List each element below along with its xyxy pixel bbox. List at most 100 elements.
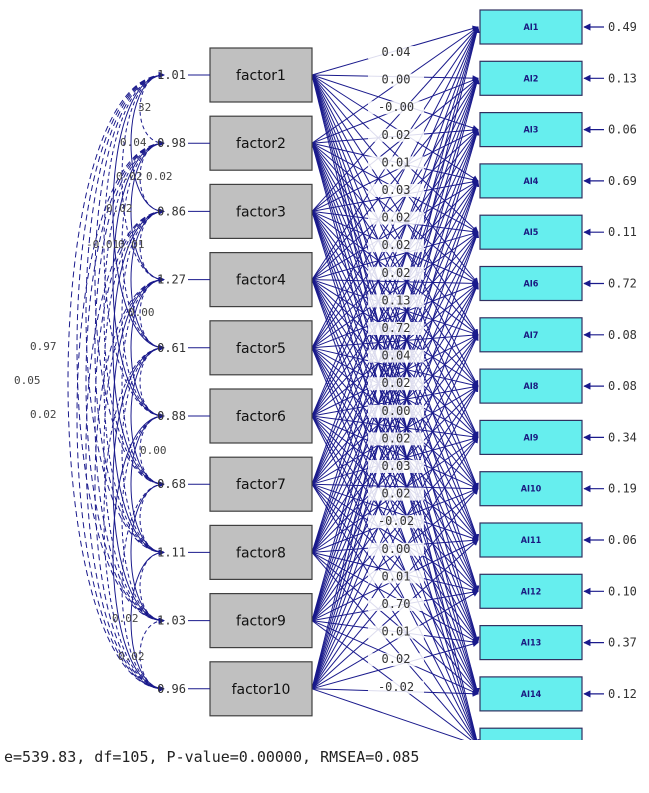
item-label: AI1 [524,23,539,33]
item-box [479,419,583,455]
factor-variance: 1.01 [157,68,186,82]
item-label: AI8 [524,382,539,392]
covariance-curve [121,208,165,419]
covariance-curve [103,140,165,488]
loading-estimate: 0.13 [382,293,411,307]
loading-label-bg [368,460,424,473]
loading-path [311,77,479,280]
loading-path [311,26,479,280]
covariance-curve [103,344,165,692]
factor-variance: 0.96 [157,682,186,696]
covariance-curve [139,481,165,556]
covariance-curve [121,72,165,283]
loading-path [311,231,479,553]
loading-label-bg [368,101,424,115]
loading-estimate: 0.02 [382,211,411,225]
loading-path [311,436,479,621]
covariance-estimate: 0.04 [120,136,147,149]
loading-label-bg [368,487,424,501]
loading-path [311,180,479,621]
covariance-estimate: 0.02 [106,202,133,215]
covariance-curve [130,276,165,419]
loading-path [311,129,479,280]
estimate-labels: 1.01 0.98 0.86 1.27 0.61 0.88 0.68 1.11 1.03 0.96… [14,20,637,740]
item-label: AI4 [524,177,539,187]
item-label: AI11 [521,536,542,546]
item-box [479,368,583,404]
item-box [479,573,583,609]
covariance-curve [85,140,165,624]
covariance-estimate: 0.01 [118,238,145,251]
loading-estimate: 0.02 [382,128,411,142]
loading-label-bg [368,239,424,253]
loading-label-bg [368,156,424,170]
loading-path [311,129,480,621]
loading-estimate: 0.02 [382,238,411,252]
loading-path [311,688,465,740]
covariance-curve [121,481,165,692]
covariance-curve [94,72,165,488]
error-variance: 0.19 [608,482,637,496]
loading-label-bg [368,128,424,142]
error-variance: 0.08 [608,379,637,393]
covariance-curve [121,276,165,488]
loading-path [311,129,479,349]
item-boxes: AI1 AI2 AI3 AI4 AI5 AI6 AI7 AI8 AI9 AI10 AI11 AI12 A… [479,9,604,740]
item-label: AI13 [521,639,542,649]
loading-estimate: 0.04 [382,45,411,59]
covariance-estimate: 0.02 [112,612,139,625]
covariance-curve [112,344,165,624]
covariance-estimate: -0.01 [86,238,119,251]
loading-path [311,334,479,621]
item-box [479,624,583,661]
loading-path [311,282,479,621]
item-box [479,317,583,353]
factor-variance: 1.27 [157,273,186,287]
covariance-curve [130,481,165,624]
loading-path [311,180,479,349]
loading-estimate: 0.00 [382,404,411,418]
factor-box [209,592,313,649]
item-label: AI7 [524,331,539,341]
factor-box [209,661,313,717]
item-label: AI6 [524,280,539,290]
error-variance: 0.06 [608,533,637,547]
factor-box [209,252,313,308]
item-label: AI2 [524,74,539,84]
error-variance: 0.34 [608,430,637,444]
factor-variance: 1.11 [157,545,186,559]
covariance-estimate: 0.05 [14,374,41,387]
covariance-estimate: 0.97 [30,340,57,353]
covariance-estimate: 32 [138,101,151,114]
loading-estimate: -0.02 [378,514,414,528]
factor-box [209,183,313,239]
factor-variance: 0.88 [157,409,186,423]
error-variance: 0.08 [608,328,637,342]
loading-estimate: 0.03 [382,183,411,197]
item-box [479,471,583,507]
loading-path [311,77,479,212]
item-label: AI5 [524,228,539,238]
loading-label-bg [368,294,424,308]
loading-estimate: 0.02 [382,266,411,280]
loading-path [311,334,479,690]
loading-path [311,539,479,690]
covariance-curve [112,208,165,488]
covariance-curve [112,413,165,692]
loading-label-bg [368,598,424,611]
covariance-curve [130,413,165,556]
loading-label-bg [368,266,424,280]
item-box [479,727,583,740]
covariance-curve [103,208,165,556]
loading-estimate: 0.72 [382,321,411,335]
error-variance: 0.37 [608,636,637,650]
factor-label: factor10 [232,682,291,698]
loading-estimate: 0.00 [382,542,411,556]
covariance-estimate: 0.02 [116,170,143,183]
error-variance: 0.10 [608,584,637,598]
error-variance: 0.72 [608,277,637,291]
covariance-curve [139,549,165,624]
covariance-curve [130,344,165,488]
loading-path [311,231,479,621]
loading-estimate: 0.00 [382,73,411,87]
